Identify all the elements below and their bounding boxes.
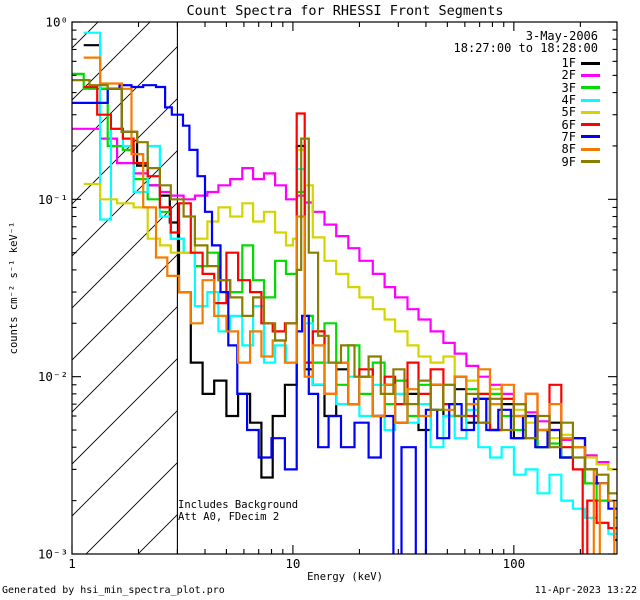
spectrum-curve-9F [72, 79, 617, 495]
legend-color-line [581, 61, 600, 65]
legend-label: 6F [561, 117, 576, 132]
spectra-curves [72, 31, 617, 554]
y-tick-label: 10⁻³ [38, 547, 68, 562]
generator-credit: Generated by hsi_min_spectra_plot.pro [2, 585, 225, 596]
spectrum-curve-1F [83, 44, 617, 542]
legend: 1F 2F 3F 4F 5F 6F 7F 8F 9F [562, 57, 600, 168]
legend-label: 3F [561, 80, 576, 95]
legend-item-5F: 5F [562, 106, 600, 118]
observation-date: 3-May-2006 [525, 29, 598, 43]
x-tick-label: 100 [503, 556, 526, 571]
spectrum-curve-2F [72, 127, 617, 471]
y-tick-label: 10⁻¹ [38, 192, 68, 207]
legend-item-9F: 9F [561, 154, 600, 169]
spectrum-curve-4F [83, 31, 617, 535]
legend-item-1F: 1F [562, 57, 600, 69]
legend-color-line [581, 147, 600, 151]
legend-item-8F: 8F [562, 143, 600, 155]
y-tick-label: 10⁰ [45, 15, 68, 30]
x-axis-label: Energy (keV) [307, 571, 383, 583]
legend-label: 7F [561, 129, 576, 144]
annotation-attenuator-state: Att A0, FDecim 2 [178, 511, 280, 523]
page-title: Count Spectra for RHESSI Front Segments [186, 3, 504, 19]
y-axis-label: counts cm⁻² s⁻¹ keV⁻¹ [8, 221, 20, 355]
x-tick-label: 10 [285, 556, 300, 571]
legend-color-line [581, 98, 600, 102]
legend-label: 9F [561, 154, 576, 169]
spectrum-curve-3F [72, 72, 617, 519]
hatched-region [72, 22, 178, 554]
legend-item-6F: 6F [561, 117, 600, 132]
spectrum-curve-7F [72, 84, 617, 554]
legend-color-line [581, 86, 600, 90]
legend-color-line [581, 135, 600, 139]
legend-color-line [581, 160, 600, 164]
axis-ticks [71, 21, 617, 555]
legend-item-4F: 4F [562, 94, 600, 106]
legend-color-line [581, 110, 600, 114]
annotation-includes-background: Includes Background [178, 499, 299, 511]
legend-color-line [581, 123, 600, 127]
observation-time-range: 18:27:00 to 18:28:00 [453, 41, 599, 55]
plot-frame [71, 21, 618, 555]
legend-item-7F: 7F [562, 131, 600, 143]
legend-label: 4F [561, 93, 576, 108]
y-tick-label: 10⁻² [38, 369, 68, 384]
legend-label: 1F [561, 56, 576, 71]
render-timestamp: 11-Apr-2023 13:22 [534, 585, 637, 596]
legend-color-line [581, 73, 600, 77]
spectrum-curve-6F [83, 85, 617, 554]
legend-item-3F: 3F [562, 82, 600, 94]
legend-label: 2F [561, 68, 576, 83]
legend-item-2F: 2F [562, 69, 600, 81]
x-tick-label: 1 [68, 556, 76, 571]
legend-label: 8F [561, 142, 576, 157]
legend-label: 5F [561, 105, 576, 120]
